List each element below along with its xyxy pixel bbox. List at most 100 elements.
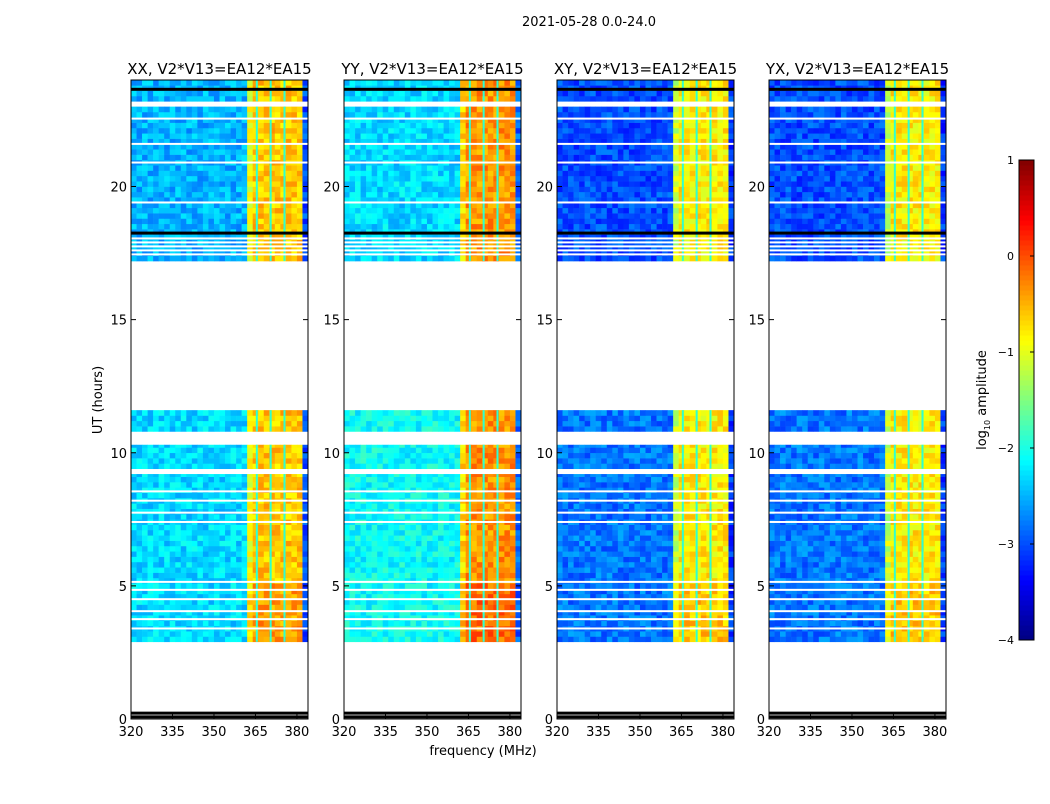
heatmap-cell — [377, 445, 383, 448]
heatmap-cell — [137, 474, 143, 477]
heatmap-cell — [394, 415, 400, 421]
heatmap-cell — [231, 133, 237, 139]
heatmap-cell — [286, 636, 292, 642]
heatmap-cell — [405, 525, 411, 531]
heatmap-cell — [366, 181, 372, 187]
heatmap-cell — [344, 458, 350, 464]
heatmap-cell — [488, 567, 494, 573]
heatmap-cell — [471, 493, 477, 499]
heatmap-cell — [297, 181, 303, 187]
heatmap-cell — [258, 530, 264, 536]
heatmap-cell — [449, 171, 455, 177]
heatmap-cell — [181, 421, 187, 427]
heatmap-cell — [499, 546, 505, 552]
heatmap-cell — [515, 213, 521, 219]
heatmap-cell — [148, 514, 154, 520]
heatmap-cell — [471, 107, 477, 113]
heatmap-cell — [286, 171, 292, 177]
heatmap-cell — [181, 155, 187, 161]
heatmap-cell — [208, 107, 214, 113]
heatmap-cell — [236, 583, 242, 589]
heatmap-cell — [444, 80, 450, 86]
heatmap-cell — [302, 535, 308, 541]
heatmap-cell — [455, 224, 461, 230]
heatmap-cell — [203, 256, 209, 262]
heatmap-cell — [410, 187, 416, 193]
heatmap-cell — [131, 128, 137, 134]
heatmap-cell — [405, 192, 411, 198]
heatmap-cell — [291, 477, 297, 483]
heatmap-cell — [377, 573, 383, 579]
heatmap-cell — [372, 541, 378, 547]
heatmap-cell — [192, 463, 198, 469]
heatmap-cell — [153, 112, 159, 118]
heatmap-cell — [510, 463, 516, 469]
heatmap-cell — [460, 171, 466, 177]
heatmap-cell — [383, 426, 389, 432]
heatmap-cell — [427, 208, 433, 214]
heatmap-cell — [427, 605, 433, 611]
heatmap-cell — [242, 562, 248, 568]
heatmap-channel-line — [469, 410, 471, 431]
heatmap-cell — [421, 91, 427, 97]
heatmap-cell — [275, 123, 281, 129]
figure-title: 2021-05-28 0.0-24.0 — [522, 15, 656, 30]
heatmap-cell — [175, 482, 181, 488]
heatmap-cell — [455, 421, 461, 427]
heatmap-cell — [291, 107, 297, 113]
heatmap-cell — [197, 514, 203, 520]
heatmap-cell — [510, 447, 516, 453]
heatmap-cell — [427, 562, 433, 568]
heatmap-cell — [236, 567, 242, 573]
heatmap-cell — [197, 224, 203, 230]
heatmap-cell — [148, 426, 154, 432]
heatmap-cell — [291, 458, 297, 464]
heatmap-cell — [433, 583, 439, 589]
heatmap-cell — [433, 503, 439, 509]
heatmap-cell — [225, 149, 231, 155]
heatmap-cell — [170, 453, 176, 459]
heatmap-cell — [247, 96, 253, 102]
heatmap-cell — [399, 91, 405, 97]
heatmap-cell — [291, 535, 297, 541]
heatmap-cell — [186, 112, 192, 118]
heatmap-cell — [646, 636, 652, 642]
heatmap-cell — [515, 503, 521, 509]
heatmap-cell — [247, 213, 253, 219]
heatmap-cell — [258, 155, 264, 161]
heatmap-cell — [377, 133, 383, 139]
heatmap-cell — [137, 155, 143, 161]
heatmap-cell — [444, 96, 450, 102]
heatmap-cell — [438, 541, 444, 547]
heatmap-cell — [410, 415, 416, 421]
heatmap-cell — [203, 573, 209, 579]
heatmap-cell — [350, 605, 356, 611]
heatmap-cell — [499, 133, 505, 139]
heatmap-cell — [405, 133, 411, 139]
heatmap-cell — [350, 514, 356, 520]
heatmap-cell — [170, 218, 176, 224]
heatmap-cell — [421, 165, 427, 171]
heatmap-cell — [377, 107, 383, 113]
heatmap-cell — [477, 493, 483, 499]
heatmap-cell — [170, 133, 176, 139]
heatmap-cell — [197, 562, 203, 568]
heatmap-channel-line — [496, 445, 498, 469]
heatmap-cell — [181, 192, 187, 198]
heatmap-cell — [366, 96, 372, 102]
heatmap-cell — [344, 165, 350, 171]
heatmap-cell — [148, 91, 154, 97]
heatmap-cell — [181, 213, 187, 219]
heatmap-cell — [383, 514, 389, 520]
heatmap-cell — [164, 80, 170, 86]
heatmap-cell — [366, 477, 372, 483]
heatmap-cell — [225, 107, 231, 113]
heatmap-cell — [214, 493, 220, 499]
heatmap-cell — [444, 493, 450, 499]
heatmap-cell — [405, 445, 411, 448]
heatmap-cell — [471, 458, 477, 464]
heatmap-cell — [286, 525, 292, 531]
heatmap-cell — [242, 474, 248, 477]
heatmap-cell — [225, 567, 231, 573]
heatmap-cell — [488, 541, 494, 547]
